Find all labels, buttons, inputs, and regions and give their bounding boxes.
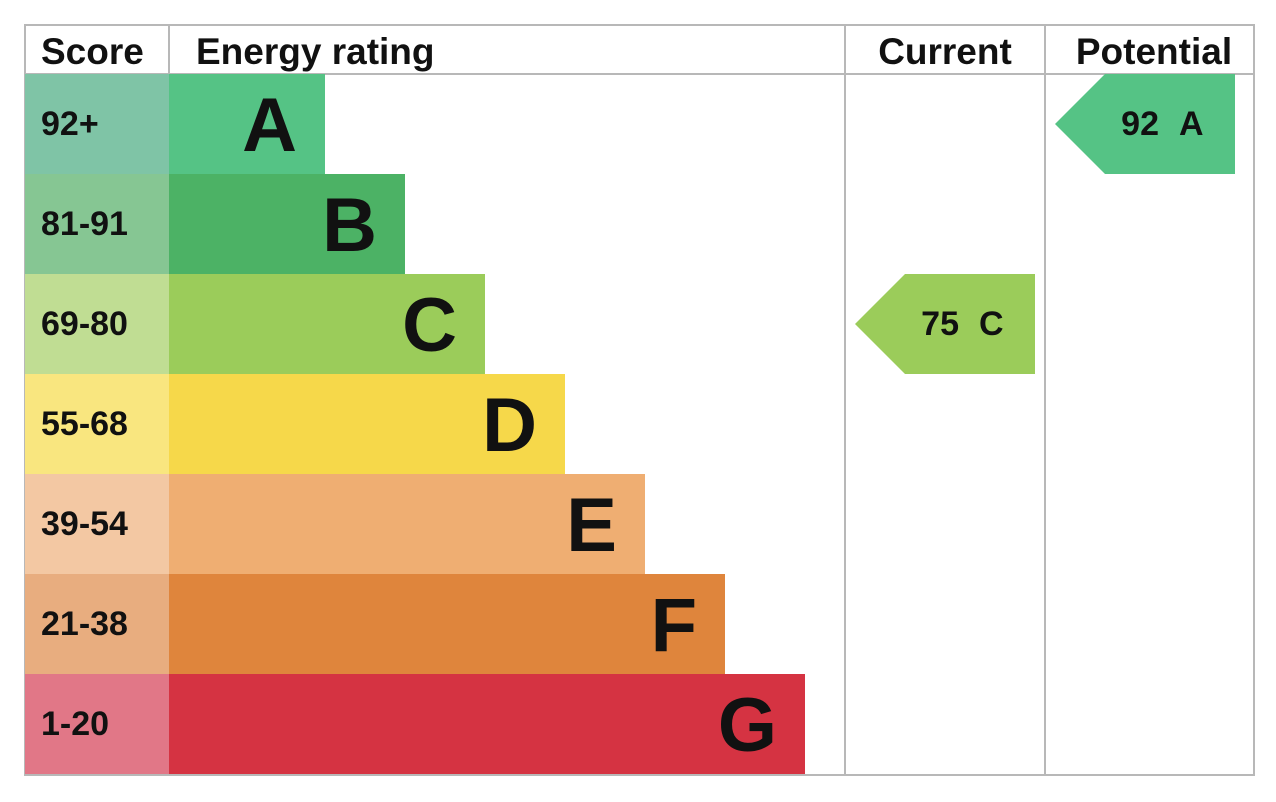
score-cell-e bbox=[25, 474, 169, 574]
current-rating-arrow bbox=[855, 274, 1035, 374]
header-energy-rating: Energy rating bbox=[196, 31, 435, 72]
rating-bar-g bbox=[169, 674, 805, 774]
potential-rating-value: 92 bbox=[1121, 105, 1159, 143]
rating-letter-e: E bbox=[566, 483, 617, 568]
rating-letter-g: G bbox=[718, 683, 777, 768]
rating-letter-d: D bbox=[482, 383, 537, 468]
current-rating-value: 75 bbox=[921, 305, 959, 343]
rating-letter-b: B bbox=[322, 183, 377, 268]
score-range-d: 55-68 bbox=[41, 405, 128, 443]
header-score: Score bbox=[41, 31, 144, 72]
score-cell-c bbox=[25, 274, 169, 374]
score-cell-a bbox=[25, 74, 169, 174]
score-range-b: 81-91 bbox=[41, 205, 128, 243]
potential-rating-arrow bbox=[1055, 74, 1235, 174]
rating-bar-c bbox=[169, 274, 485, 374]
potential-rating-band: A bbox=[1179, 105, 1204, 143]
rating-bar-d bbox=[169, 374, 565, 474]
current-rating-band: C bbox=[979, 305, 1004, 343]
score-range-e: 39-54 bbox=[41, 505, 128, 543]
rating-bar-e bbox=[169, 474, 645, 574]
score-range-c: 69-80 bbox=[41, 305, 128, 343]
score-range-g: 1-20 bbox=[41, 705, 109, 743]
score-range-f: 21-38 bbox=[41, 605, 128, 643]
rating-letter-f: F bbox=[651, 583, 697, 668]
rating-bar-a bbox=[169, 74, 325, 174]
rating-letter-c: C bbox=[402, 283, 457, 368]
score-cell-d bbox=[25, 374, 169, 474]
rating-bar-f bbox=[169, 574, 725, 674]
header-current: Current bbox=[878, 31, 1012, 72]
rating-bar-b bbox=[169, 174, 405, 274]
score-cell-b bbox=[25, 174, 169, 274]
header-potential: Potential bbox=[1076, 31, 1232, 72]
rating-letter-a: A bbox=[242, 83, 297, 168]
score-cell-f bbox=[25, 574, 169, 674]
score-range-a: 92+ bbox=[41, 105, 99, 143]
score-cell-g bbox=[25, 674, 169, 774]
